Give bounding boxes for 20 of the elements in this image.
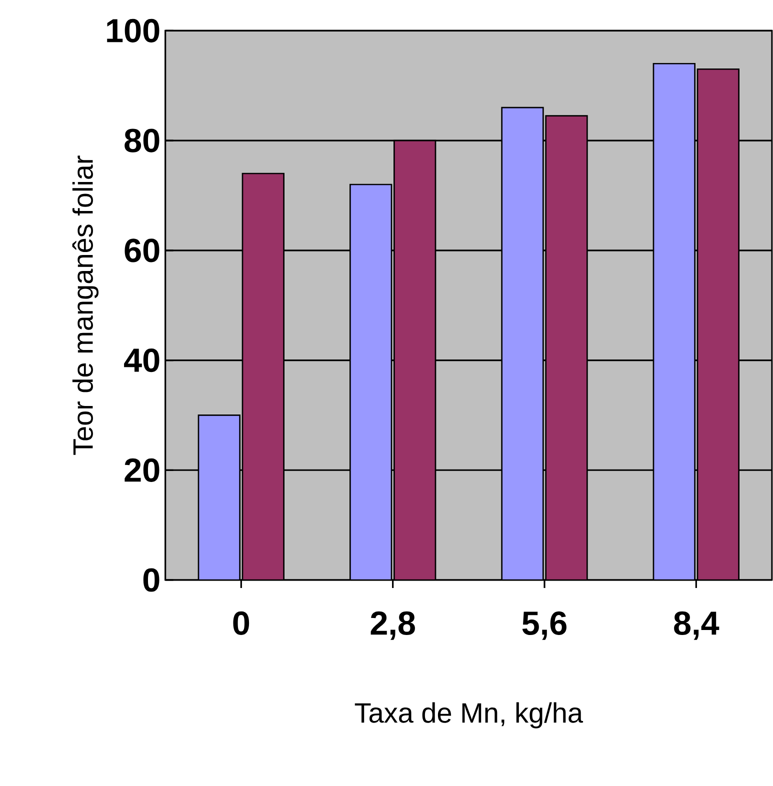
bar xyxy=(545,115,588,580)
bar xyxy=(501,106,544,580)
bar xyxy=(394,140,436,580)
bar xyxy=(242,172,285,580)
bar xyxy=(652,62,696,580)
x-tick-label: 2,8 xyxy=(370,611,416,640)
y-tick-label: 100 xyxy=(107,18,160,42)
y-tick-label: 40 xyxy=(124,348,160,372)
x-tick-label: 8,4 xyxy=(674,611,720,640)
y-tick-label: 0 xyxy=(144,568,160,592)
x-axis-title: Taxa de Mn, kg/ha xyxy=(355,702,584,728)
y-tick-label: 20 xyxy=(124,458,160,482)
bar xyxy=(696,68,740,580)
bar xyxy=(350,184,392,580)
y-tick-label: 80 xyxy=(124,128,160,152)
y-tick-label: 60 xyxy=(124,238,160,262)
x-tick-label: 5,6 xyxy=(522,611,567,640)
y-axis-title: Teor de manganês foliar xyxy=(72,156,99,455)
bar xyxy=(198,414,241,580)
x-tick-label: 0 xyxy=(233,611,250,635)
